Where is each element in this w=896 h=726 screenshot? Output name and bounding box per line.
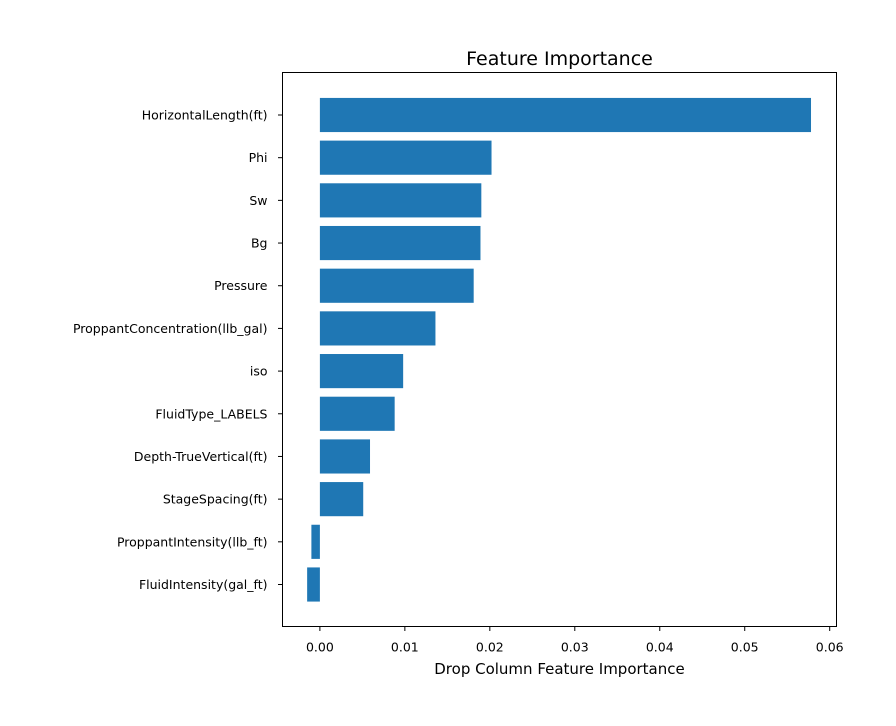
y-tick-label: FluidType_LABELS	[155, 406, 267, 421]
y-tick-label: Sw	[249, 193, 267, 208]
y-tick-label: iso	[250, 364, 268, 379]
x-tick-label: 0.03	[561, 640, 589, 655]
x-tick-label: 0.00	[306, 640, 334, 655]
x-tick-label: 0.04	[646, 640, 674, 655]
bar	[307, 567, 320, 602]
bar	[319, 396, 395, 431]
y-tick-label: ProppantIntensity(llb_ft)	[117, 534, 268, 549]
bar	[319, 354, 404, 389]
bar	[319, 183, 482, 218]
x-axis: 0.00 0.01 0.02 0.03 0.04 0.05 0.06	[306, 626, 844, 655]
y-tick-label: StageSpacing(ft)	[163, 492, 268, 507]
bar	[319, 225, 481, 261]
y-tick-label: Pressure	[214, 278, 268, 293]
x-axis-label: Drop Column Feature Importance	[434, 660, 684, 678]
x-tick-label: 0.06	[816, 640, 844, 655]
x-tick-label: 0.05	[731, 640, 759, 655]
chart-title: Feature Importance	[466, 48, 653, 70]
bars-group	[307, 97, 812, 602]
axes-frame	[282, 72, 837, 627]
bar	[311, 524, 320, 559]
y-tick-label: Phi	[249, 150, 268, 165]
x-tick-label: 0.02	[476, 640, 504, 655]
bar	[319, 97, 812, 133]
x-tick-label: 0.01	[391, 640, 419, 655]
y-tick-label: ProppantConcentration(llb_gal)	[73, 321, 268, 336]
bar	[319, 268, 474, 303]
bar	[319, 439, 371, 474]
bar	[319, 140, 492, 175]
y-tick-label: FluidIntensity(gal_ft)	[139, 577, 268, 592]
y-tick-label: HorizontalLength(ft)	[142, 108, 268, 123]
bar	[319, 311, 436, 346]
y-axis: HorizontalLength(ft) Phi Sw Bg Pressure Propp…	[73, 108, 283, 592]
bar	[319, 482, 364, 517]
y-tick-label: Bg	[251, 236, 268, 251]
y-tick-label: Depth-TrueVertical(ft)	[134, 449, 268, 464]
